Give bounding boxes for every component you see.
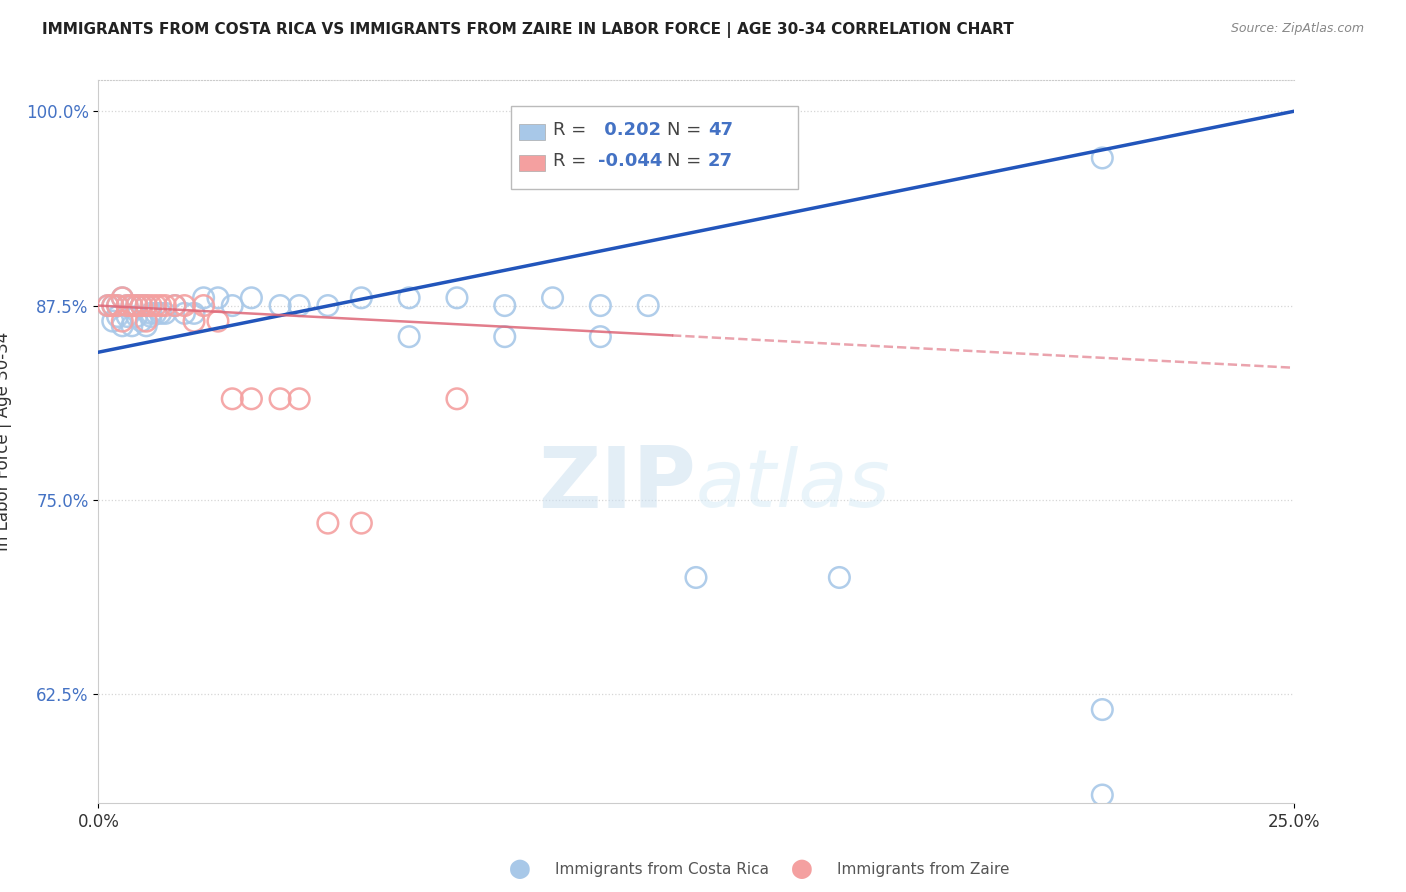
Point — [1091, 788, 1114, 802]
FancyBboxPatch shape — [510, 105, 797, 189]
Point — [494, 329, 516, 343]
Point — [111, 291, 134, 305]
Text: R =: R = — [553, 121, 592, 139]
Point — [269, 299, 291, 313]
Point — [131, 299, 153, 313]
Point — [173, 306, 195, 320]
Point — [125, 299, 148, 313]
Point — [107, 299, 129, 313]
FancyBboxPatch shape — [519, 124, 546, 139]
Point — [183, 306, 205, 320]
Point — [111, 314, 134, 328]
Text: ZIP: ZIP — [538, 443, 696, 526]
Point — [193, 291, 215, 305]
Point — [316, 516, 339, 530]
Point — [446, 392, 468, 406]
Point — [316, 299, 339, 313]
Point — [111, 318, 134, 333]
Text: Immigrants from Costa Rica: Immigrants from Costa Rica — [555, 863, 769, 877]
Point — [97, 299, 120, 313]
Text: Immigrants from Zaire: Immigrants from Zaire — [837, 863, 1010, 877]
Point — [685, 570, 707, 584]
Text: Source: ZipAtlas.com: Source: ZipAtlas.com — [1230, 22, 1364, 36]
Point — [135, 318, 157, 333]
Point — [221, 392, 243, 406]
Point — [115, 299, 138, 313]
Point — [125, 310, 148, 324]
FancyBboxPatch shape — [519, 154, 546, 170]
Point — [101, 299, 124, 313]
Text: N =: N = — [668, 121, 707, 139]
Point — [135, 299, 157, 313]
Point — [111, 291, 134, 305]
Point — [121, 318, 143, 333]
Text: IMMIGRANTS FROM COSTA RICA VS IMMIGRANTS FROM ZAIRE IN LABOR FORCE | AGE 30-34 C: IMMIGRANTS FROM COSTA RICA VS IMMIGRANTS… — [42, 22, 1014, 38]
Point — [269, 392, 291, 406]
Point — [163, 299, 186, 313]
Text: 47: 47 — [709, 121, 733, 139]
Point — [173, 299, 195, 313]
Text: atlas: atlas — [696, 446, 891, 524]
Text: -0.044: -0.044 — [598, 153, 662, 170]
Point — [240, 392, 263, 406]
Point — [121, 299, 143, 313]
Text: 0.202: 0.202 — [598, 121, 661, 139]
Point — [115, 310, 138, 324]
Point — [183, 314, 205, 328]
Point — [288, 299, 311, 313]
Point — [193, 299, 215, 313]
Text: R =: R = — [553, 153, 592, 170]
Y-axis label: In Labor Force | Age 30-34: In Labor Force | Age 30-34 — [0, 332, 11, 551]
Point — [637, 299, 659, 313]
Point — [446, 291, 468, 305]
Point — [207, 314, 229, 328]
Point — [221, 299, 243, 313]
Point — [135, 314, 157, 328]
Point — [149, 299, 172, 313]
Point — [131, 299, 153, 313]
Point — [145, 299, 167, 313]
Point — [1091, 151, 1114, 165]
Point — [139, 310, 162, 324]
Point — [101, 314, 124, 328]
Point — [149, 306, 172, 320]
Point — [135, 299, 157, 313]
Point — [107, 310, 129, 324]
Text: N =: N = — [668, 153, 707, 170]
Point — [155, 299, 177, 313]
Point — [107, 299, 129, 313]
Point — [828, 570, 851, 584]
Point — [398, 291, 420, 305]
Point — [350, 291, 373, 305]
Point — [145, 306, 167, 320]
Point — [155, 306, 177, 320]
Point — [398, 329, 420, 343]
Point — [207, 291, 229, 305]
Point — [240, 291, 263, 305]
Point — [163, 299, 186, 313]
Point — [131, 314, 153, 328]
Point — [1091, 702, 1114, 716]
Point — [350, 516, 373, 530]
Point — [101, 299, 124, 313]
Point — [97, 299, 120, 313]
Point — [115, 299, 138, 313]
Point — [139, 306, 162, 320]
Point — [589, 299, 612, 313]
Text: ⬤: ⬤ — [509, 860, 531, 880]
Point — [288, 392, 311, 406]
Point — [494, 299, 516, 313]
Point — [589, 329, 612, 343]
Point — [541, 291, 564, 305]
Text: ⬤: ⬤ — [790, 860, 813, 880]
Point — [121, 299, 143, 313]
Point — [139, 299, 162, 313]
Text: 27: 27 — [709, 153, 733, 170]
Point — [125, 299, 148, 313]
